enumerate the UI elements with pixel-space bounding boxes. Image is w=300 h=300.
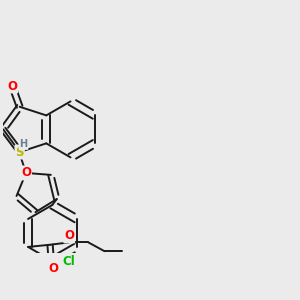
Text: O: O	[21, 167, 31, 179]
Text: O: O	[7, 80, 17, 92]
Text: S: S	[15, 146, 24, 158]
Text: O: O	[64, 230, 74, 242]
Text: Cl: Cl	[62, 254, 75, 268]
Text: O: O	[48, 262, 58, 275]
Text: H: H	[20, 139, 28, 149]
